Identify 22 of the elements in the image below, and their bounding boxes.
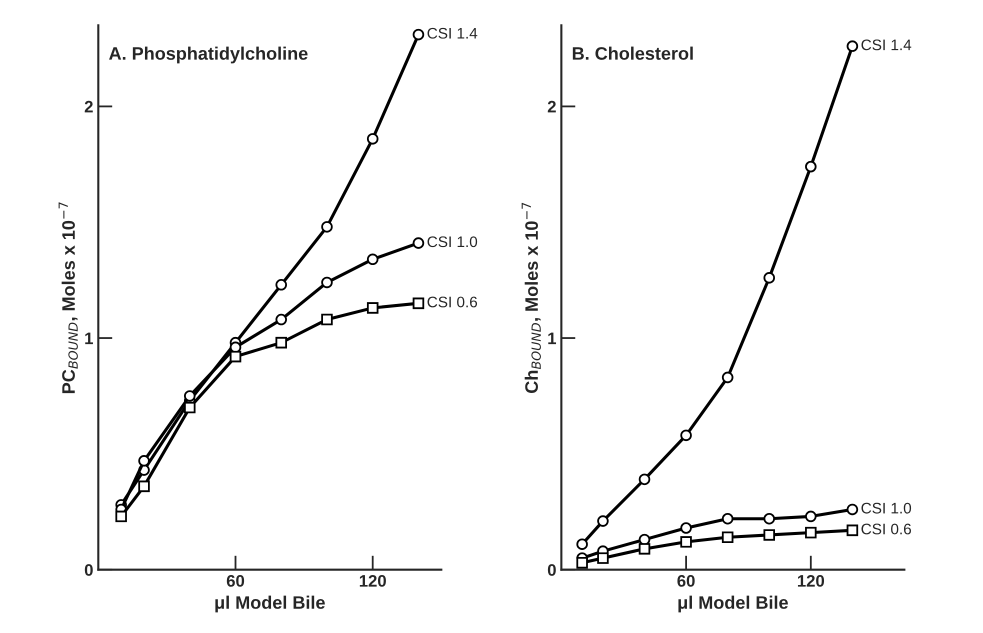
- y-tick-label: 2: [84, 100, 93, 112]
- x-tick-label: 120: [798, 575, 824, 587]
- y-tick-label: 2: [548, 100, 556, 112]
- x-tick-label: 60: [226, 575, 244, 587]
- series-label: CSI 1.0: [862, 502, 912, 514]
- x-axis-title: μl Model Bile: [678, 596, 788, 612]
- x-tick-label: 120: [360, 575, 386, 587]
- y-axis-title: PC$_{BOUND}$, Moles x 10$^{−7}$: [58, 202, 78, 394]
- y-tick-label: 0: [84, 564, 93, 576]
- text: A. Phosphatidylcholine: [109, 46, 308, 64]
- series-label: CSI 0.6: [862, 524, 911, 534]
- y-tick-label: 1: [548, 332, 556, 344]
- series-label: CSI 1.0: [428, 236, 478, 248]
- text: B. Cholesterol: [572, 46, 693, 60]
- series-label: CSI 1.4: [862, 39, 912, 50]
- x-tick-label: 60: [677, 575, 695, 587]
- x-axis-title: μl Model Bile: [215, 596, 325, 612]
- y-tick-label: 0: [548, 564, 556, 576]
- y-tick-label: 1: [85, 332, 93, 344]
- series-label: CSI 1.4: [428, 28, 478, 39]
- y-axis-title: Ch$_{BOUND}$, Moles x 10$^{−7}$: [522, 202, 541, 394]
- series-label: CSI 0.6: [428, 296, 478, 308]
